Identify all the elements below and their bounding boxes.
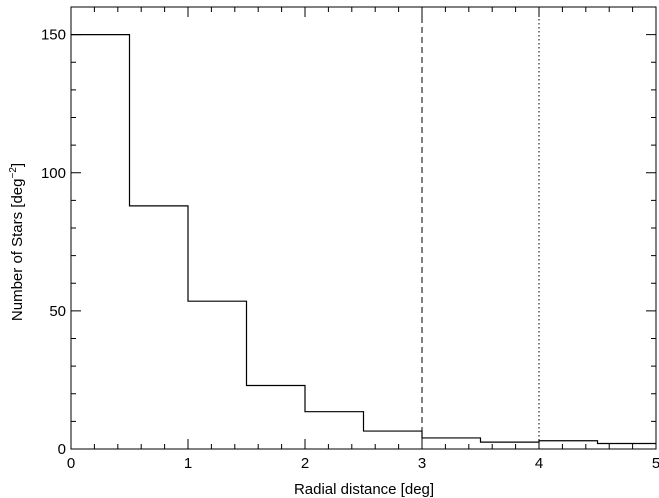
x-tick-label: 3 xyxy=(418,455,426,472)
x-tick-labels: 0 1 2 3 4 5 xyxy=(67,455,659,472)
y-tick-label: 0 xyxy=(58,441,66,458)
reference-lines xyxy=(421,7,540,449)
x-tick-label: 0 xyxy=(67,455,75,472)
x-axis-title: Radial distance [deg] xyxy=(294,481,434,498)
y-tick-label: 150 xyxy=(41,27,66,44)
y-axis-title-main: Number of Stars [deg xyxy=(9,179,26,322)
y-tick-label: 50 xyxy=(49,303,66,320)
x-tick-label: 4 xyxy=(535,455,543,472)
y-tick-label: 100 xyxy=(41,165,66,182)
plot-frame xyxy=(70,6,657,450)
x-tick-label: 1 xyxy=(184,455,192,472)
x-tick-label: 2 xyxy=(301,455,309,472)
y-axis-title-close: ] xyxy=(9,163,26,167)
y-axis-title: Number of Stars [deg−2] xyxy=(8,163,26,321)
y-tick-labels: 0 50 100 150 xyxy=(41,27,66,458)
y-axis-title-superscript: −2 xyxy=(8,167,19,179)
axis-ticks xyxy=(70,6,657,450)
x-tick-label: 5 xyxy=(652,455,659,472)
histogram-step-line xyxy=(71,34,656,445)
